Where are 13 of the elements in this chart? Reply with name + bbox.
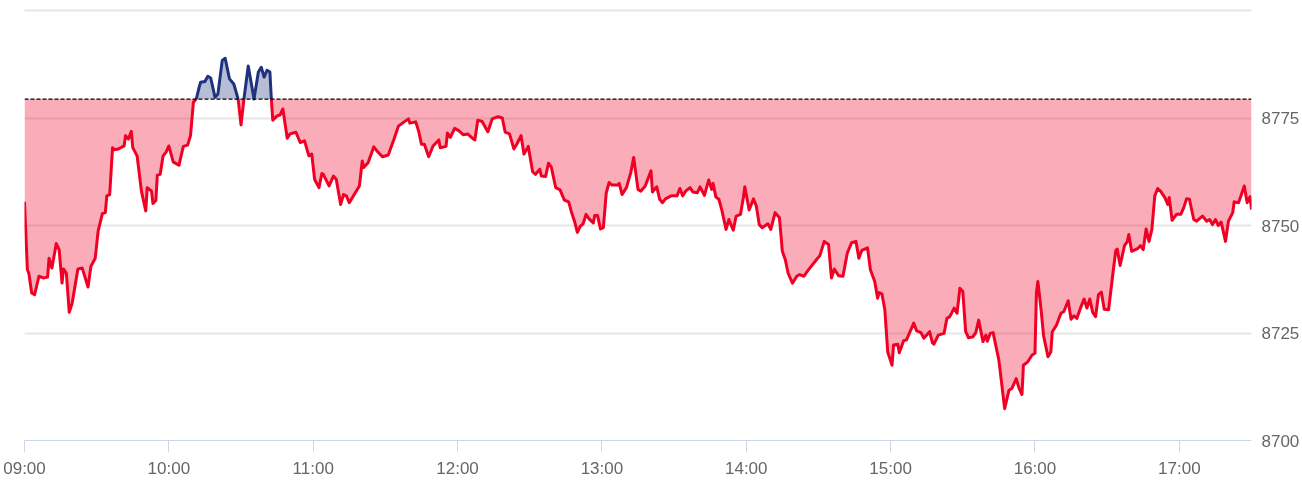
x-tick-label: 13:00 [580,458,624,478]
x-tick-label: 09:00 [3,458,46,478]
x-tick-label: 12:00 [436,458,479,478]
y-tick-label: 8750 [1261,216,1300,236]
x-tick-label: 15:00 [869,458,912,478]
y-tick-label: 8700 [1261,431,1300,451]
x-tick-label: 14:00 [724,458,768,478]
x-tick-label: 17:00 [1158,458,1201,478]
x-tick-label: 16:00 [1013,458,1057,478]
x-tick-label: 10:00 [147,458,191,478]
x-tick-label: 11:00 [292,458,334,478]
y-tick-label: 8775 [1261,109,1300,128]
y-tick-label: 8725 [1261,324,1300,343]
